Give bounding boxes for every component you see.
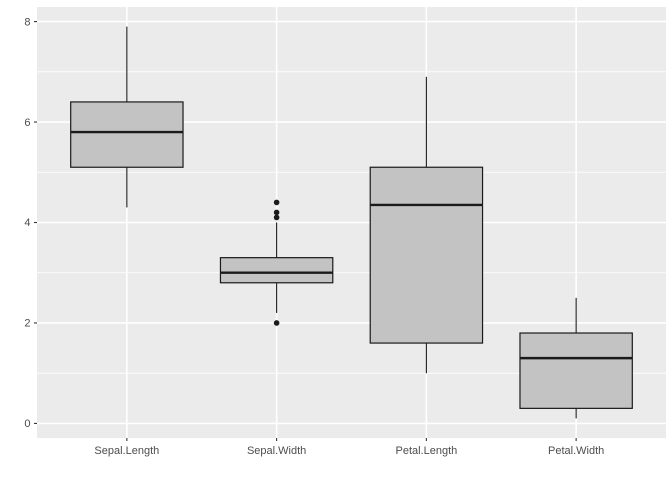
y-axis-tick-label: 0	[24, 418, 30, 430]
x-axis-category-label: Sepal.Length	[94, 445, 159, 457]
y-axis-tick-label: 6	[24, 117, 30, 129]
y-axis-tick-label: 4	[24, 217, 30, 229]
x-axis-category-label: Petal.Width	[548, 445, 604, 457]
box-petal-width	[519, 332, 633, 409]
box-sepal-width	[219, 257, 334, 284]
outlier-point-sepal-width	[273, 320, 280, 326]
y-axis-tick-label: 2	[24, 318, 30, 330]
outlier-point-sepal-width	[273, 199, 280, 206]
x-axis-category-label: Petal.Length	[395, 445, 457, 457]
outlier-point-sepal-width	[273, 214, 280, 221]
box-petal-length	[369, 166, 484, 344]
box-sepal-length	[70, 101, 184, 168]
outlier-point-sepal-width	[273, 209, 280, 216]
y-axis-tick-label: 8	[24, 16, 30, 28]
x-axis-category-label: Sepal.Width	[247, 445, 306, 457]
